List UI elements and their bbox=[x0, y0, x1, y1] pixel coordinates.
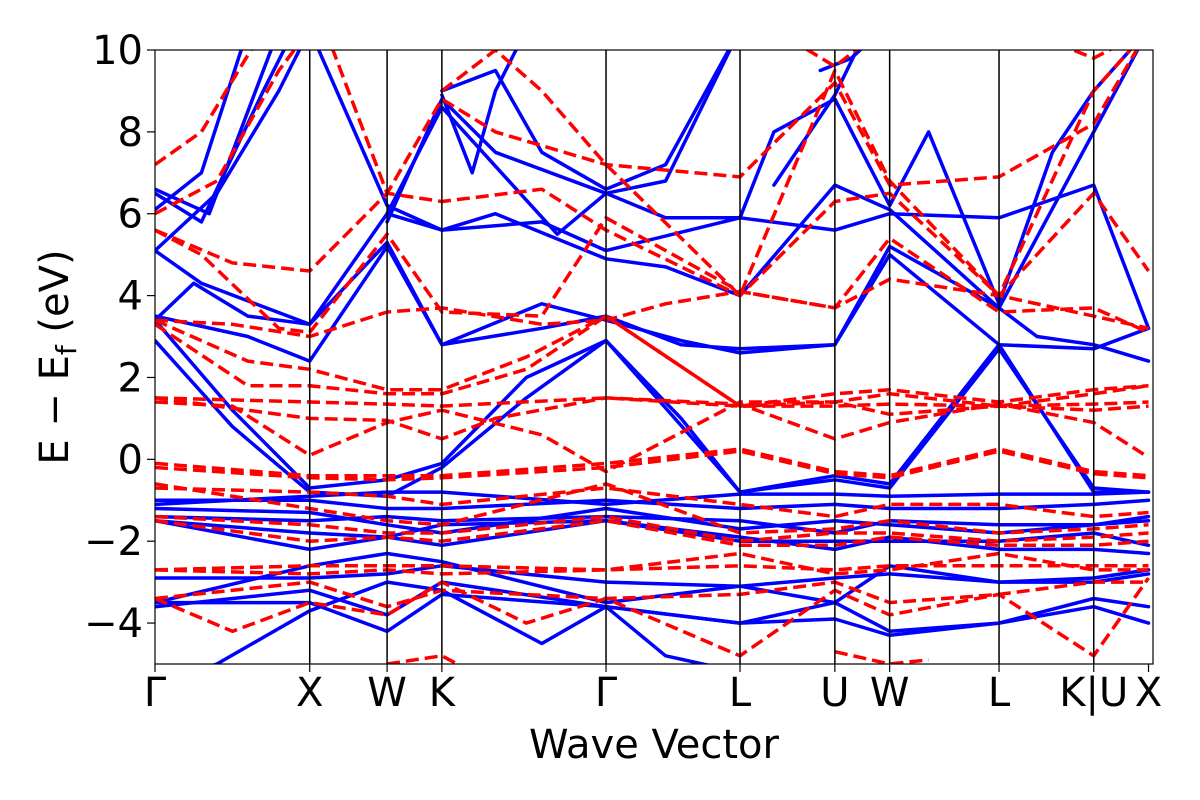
solid-band-20 bbox=[385, 50, 1133, 306]
x-axis: Γ X W K Γ L U W L K|U X bbox=[144, 664, 1162, 716]
x-tick-label: U bbox=[820, 670, 849, 716]
dashed-band-15 bbox=[155, 551, 1149, 576]
y-tick-label: −2 bbox=[84, 519, 143, 565]
y-tick-label: 4 bbox=[118, 274, 143, 320]
y-axis: −4 −2 0 2 4 6 8 10 bbox=[84, 28, 155, 647]
x-tick-label: L bbox=[729, 670, 752, 716]
x-tick-label: L bbox=[988, 670, 1011, 716]
y-axis-label-main: E − E bbox=[32, 355, 78, 465]
y-axis-label-subscript: f bbox=[50, 344, 83, 355]
x-tick-label: K bbox=[429, 670, 457, 716]
solid-band-19 bbox=[155, 50, 244, 212]
dashed-band-8 bbox=[155, 216, 1150, 335]
y-tick-label: 6 bbox=[118, 192, 143, 238]
x-tick-label: Γ bbox=[595, 670, 618, 716]
dashed-band-19 bbox=[834, 649, 929, 664]
dashed-band-20 bbox=[155, 50, 253, 167]
y-tick-label: −4 bbox=[84, 601, 143, 647]
dashed-band-21 bbox=[155, 50, 297, 216]
y-tick-label: 2 bbox=[118, 355, 143, 401]
y-axis-label-unit: (eV) bbox=[32, 249, 78, 345]
solid-band-12 bbox=[155, 318, 1151, 494]
kpoint-lines-layer bbox=[308, 50, 1095, 664]
dashed-band-13 bbox=[155, 514, 1149, 543]
dashed-band-1 bbox=[155, 449, 1149, 482]
y-tick-label: 0 bbox=[118, 437, 143, 483]
solid-band-21 bbox=[385, 50, 732, 236]
y-axis-label: E − Ef (eV) bbox=[32, 249, 83, 464]
dashed-band-2 bbox=[155, 396, 1149, 408]
dashed-band-0 bbox=[155, 447, 1149, 478]
dashed-band-9 bbox=[155, 277, 1149, 339]
x-tick-label: K|U bbox=[1059, 670, 1128, 716]
solid-band-22 bbox=[440, 50, 731, 191]
solid-band-14 bbox=[155, 244, 1151, 363]
y-tick-label: 10 bbox=[92, 28, 143, 74]
dashed-band-11 bbox=[155, 486, 1149, 519]
plot-frame bbox=[154, 49, 1154, 665]
x-tick-label: Γ bbox=[144, 670, 167, 716]
dashed-band-10 bbox=[155, 564, 1149, 572]
x-tick-label: X bbox=[296, 670, 323, 716]
dashed-band-23 bbox=[440, 50, 1133, 298]
y-tick-label: 8 bbox=[118, 110, 143, 156]
x-tick-label: W bbox=[367, 670, 407, 716]
x-tick-label: W bbox=[870, 670, 910, 716]
solid-band-25 bbox=[818, 50, 863, 73]
x-tick-label: X bbox=[1135, 670, 1162, 716]
x-axis-label: Wave Vector bbox=[529, 722, 780, 768]
solid-band-24 bbox=[440, 50, 518, 175]
